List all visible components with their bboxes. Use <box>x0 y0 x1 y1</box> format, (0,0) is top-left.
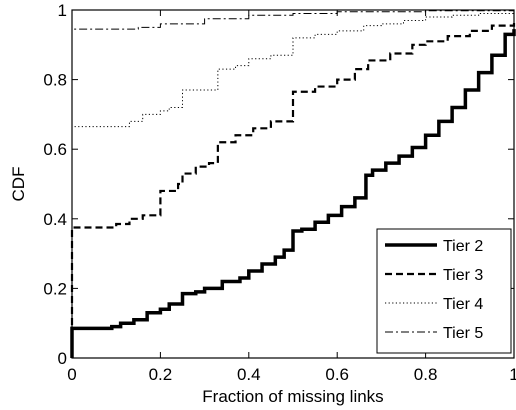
series-line-tier-2 <box>70 29 516 358</box>
legend-label: Tier 5 <box>443 325 483 342</box>
x-tick-label: 0.8 <box>414 365 438 384</box>
series-line-tier-5 <box>71 10 515 358</box>
axis-ticks: 0 0.2 0.4 0.6 0.8 1 0 0.2 0.4 0.6 0.8 1 <box>43 1 516 384</box>
y-tick-label: 0.4 <box>43 210 67 229</box>
x-axis-label: Fraction of missing links <box>202 387 383 406</box>
y-tick-label: 1 <box>58 1 67 20</box>
legend-label: Tier 3 <box>443 267 483 284</box>
legend-label: Tier 2 <box>443 238 483 255</box>
x-tick-label: 1 <box>509 365 516 384</box>
x-tick-label: 0.4 <box>237 365 261 384</box>
x-tick-label: 0.6 <box>325 365 349 384</box>
series-line-tier-3 <box>70 22 516 358</box>
series-layer <box>70 10 516 358</box>
y-tick-label: 0.8 <box>43 71 67 90</box>
y-tick-label: 0.2 <box>43 279 67 298</box>
y-tick-label: 0 <box>58 349 67 368</box>
legend: Tier 2 Tier 3 Tier 4 Tier 5 <box>376 228 512 354</box>
legend-label: Tier 4 <box>443 296 483 313</box>
legend-box <box>376 228 512 354</box>
x-tick-label: 0 <box>67 365 76 384</box>
y-axis-label: CDF <box>9 167 28 202</box>
y-tick-label: 0.6 <box>43 140 67 159</box>
x-tick-label: 0.2 <box>149 365 173 384</box>
